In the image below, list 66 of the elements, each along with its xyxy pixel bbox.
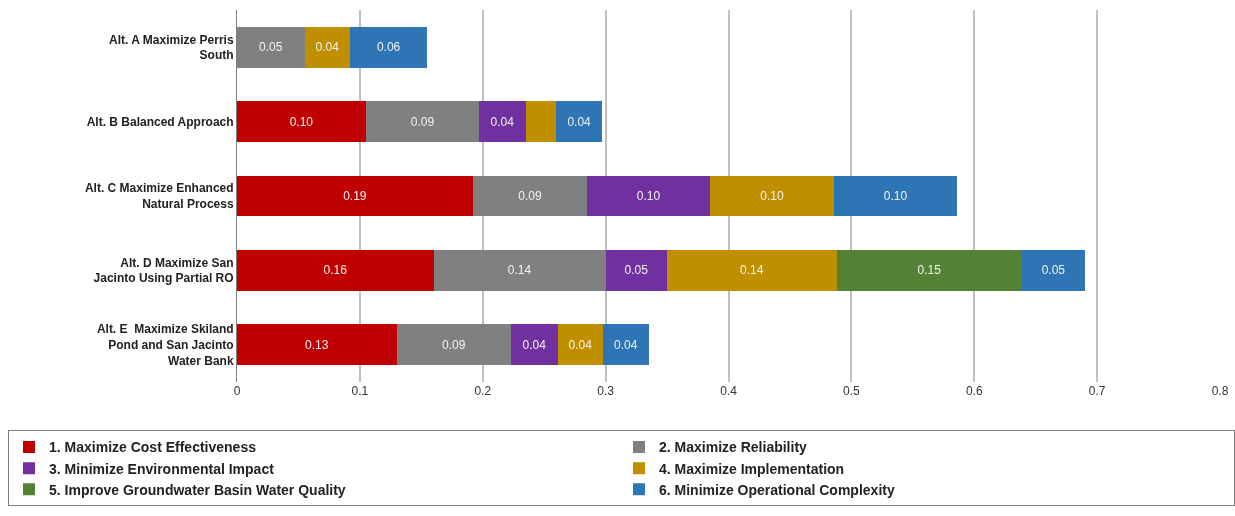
bar [587, 175, 711, 217]
bar [710, 175, 835, 217]
bar [511, 324, 558, 366]
data-label: 0.10 [289, 114, 314, 129]
bar [350, 26, 428, 68]
data-label: 0.05 [258, 40, 283, 55]
data-label: 0.04 [567, 114, 592, 129]
x-tick-label: 0.3 [597, 384, 615, 398]
bar [667, 249, 837, 291]
data-label: 0.04 [614, 337, 638, 352]
legend-label: 6. Minimize Operational Complexity [659, 481, 895, 498]
y-tick-label: Alt. C Maximize Enhanced Natural Process [84, 181, 234, 211]
bar [603, 324, 649, 366]
bar [237, 101, 367, 143]
x-tick-label: 0.4 [720, 384, 738, 398]
bar [605, 249, 668, 291]
legend-label: 4. Maximize Implementation [659, 460, 845, 477]
data-label: 0.05 [624, 263, 649, 278]
y-tick-label: Alt. E Maximize Skiland Pond and San Jacinto Water Bank [96, 322, 234, 368]
bar [479, 101, 526, 143]
bar [836, 249, 1023, 291]
data-label: 0.19 [343, 189, 367, 203]
bar [472, 175, 588, 217]
x-tick-label: 0.1 [351, 384, 369, 398]
data-label: 0.04 [490, 114, 515, 129]
bar [237, 249, 434, 291]
bar [525, 101, 557, 143]
bar [433, 249, 606, 291]
bar [396, 324, 512, 366]
bar [557, 324, 604, 366]
data-label: 0.10 [636, 189, 661, 203]
x-tick-label: 0.5 [843, 384, 861, 398]
x-tick-label: 0 [233, 384, 241, 398]
y-tick-label: Alt. B Balanced Approach [86, 114, 234, 129]
data-label: 0.16 [323, 263, 348, 278]
bar [556, 101, 602, 143]
data-label: 0.09 [518, 189, 542, 203]
x-tick-label: 0.7 [1088, 384, 1106, 398]
bar [366, 101, 480, 143]
data-label: 0.14 [507, 263, 532, 278]
data-label: 0.04 [315, 40, 340, 55]
data-label: 0.13 [305, 337, 329, 352]
data-label: 0.09 [410, 114, 435, 129]
data-label: 0.04 [568, 337, 593, 352]
x-tick-label: 0.6 [965, 384, 983, 398]
data-label: 0.05 [1041, 263, 1066, 278]
bar [1022, 249, 1085, 291]
data-label: 0.06 [376, 40, 401, 55]
legend-label: 5. Improve Groundwater Basin Water Quality [49, 481, 346, 498]
bar [237, 175, 473, 217]
data-label: 0.09 [442, 337, 466, 352]
data-label: 0.14 [740, 263, 764, 278]
data-label: 0.15 [917, 263, 942, 278]
bar [304, 26, 351, 68]
legend-label: 3. Minimize Environmental Impact [49, 460, 275, 477]
data-label: 0.04 [522, 337, 547, 352]
x-tick-label: 0.8 [1211, 384, 1229, 398]
bar [237, 324, 397, 366]
legend-label: 2. Maximize Reliability [659, 439, 808, 456]
y-tick-label: Alt. D Maximize San Jacinto Using Partial RO [93, 255, 234, 286]
data-label: 0.10 [760, 189, 784, 203]
bar [834, 175, 958, 217]
y-tick-label: Alt. A Maximize Perris South [109, 32, 234, 63]
legend-label: 1. Maximize Cost Effectiveness [49, 439, 257, 456]
x-tick-label: 0.2 [474, 384, 492, 398]
data-label: 0.10 [883, 189, 908, 203]
